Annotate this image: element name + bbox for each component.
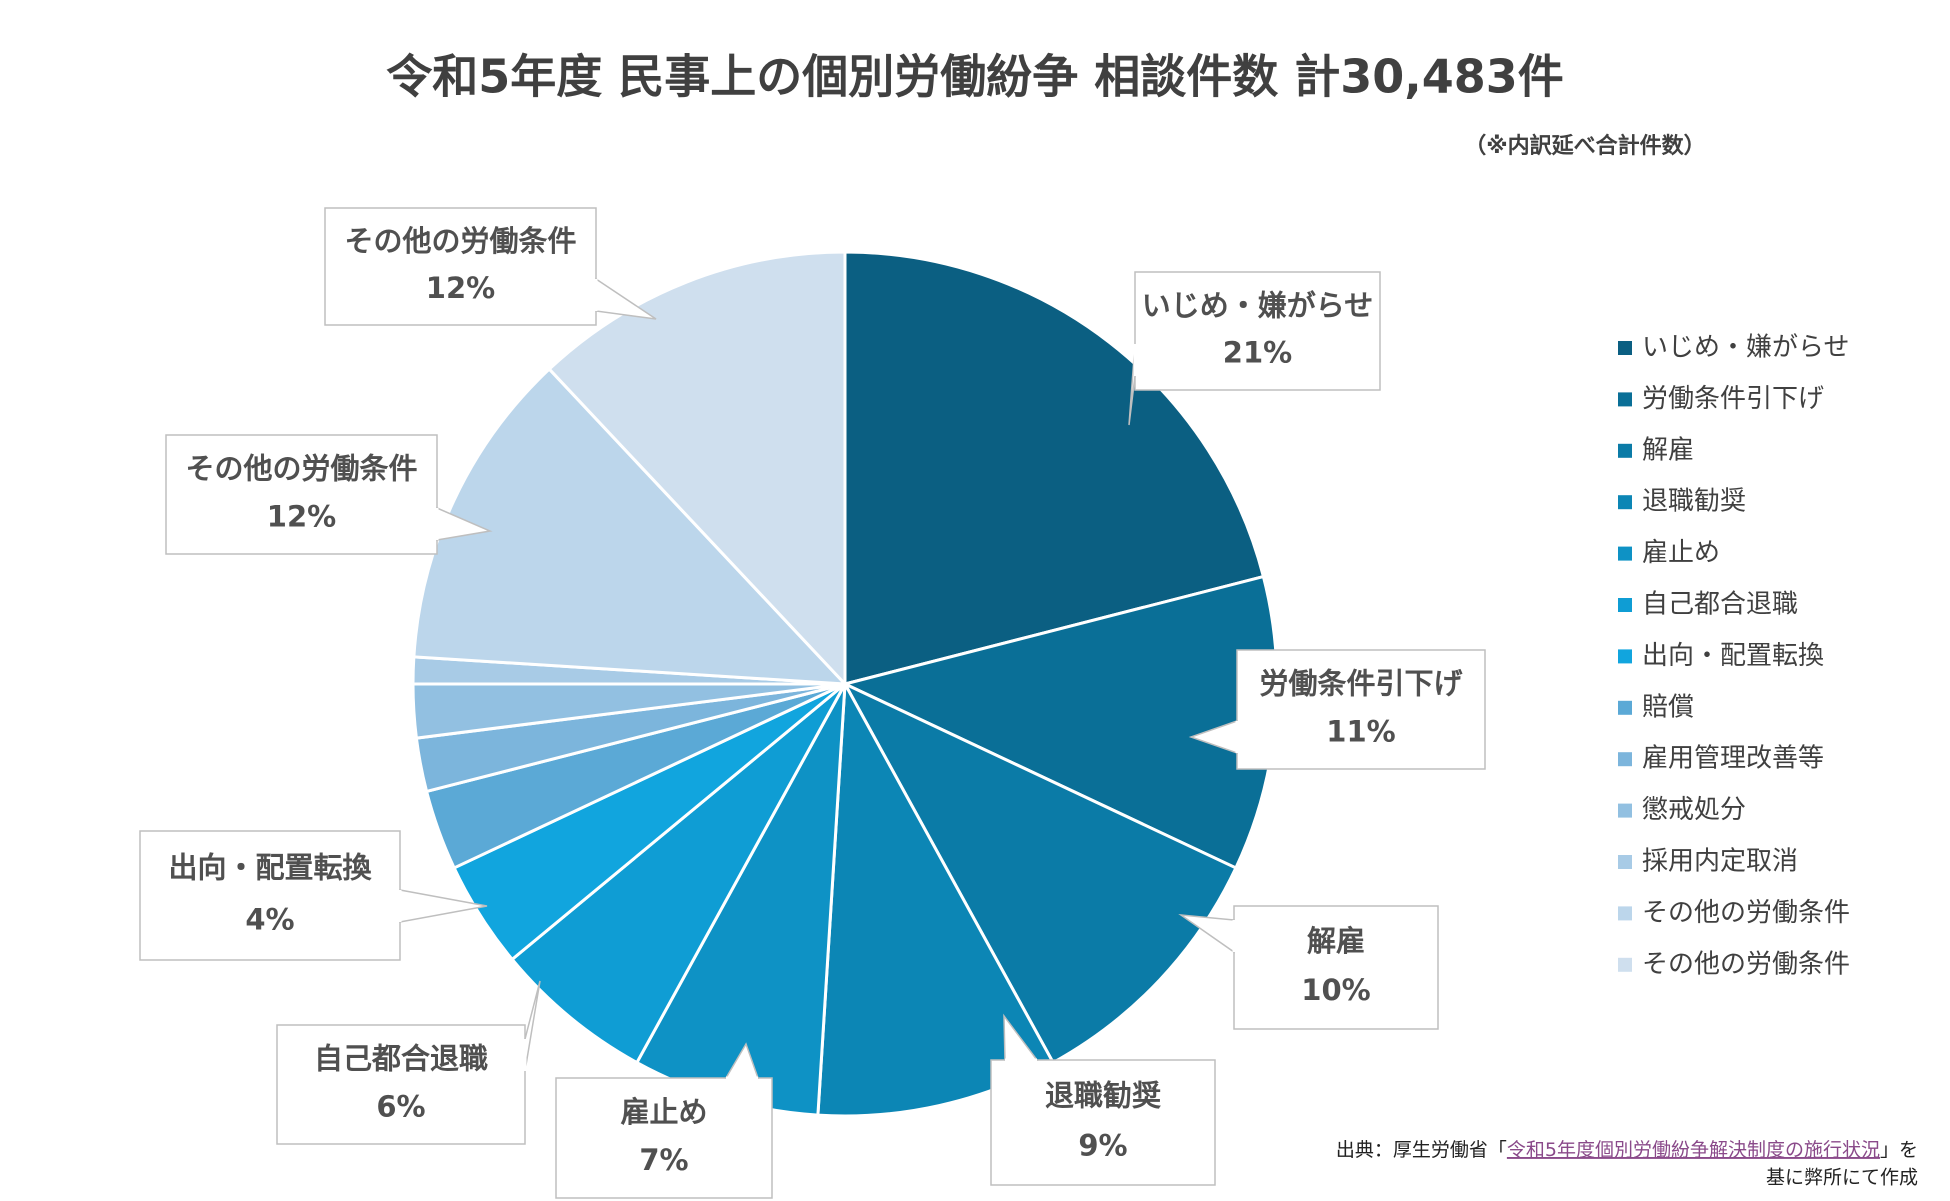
legend-label: 出向・配置転換 — [1642, 641, 1824, 671]
pie-slice — [510, 682, 847, 1065]
callouts: いじめ・嫌がらせ 21% 労働条件引下げ 11% 解雇 10% 退職勧奨 9% 雇止め 7% 自己都… — [139, 207, 1486, 1199]
callout-box — [139, 830, 401, 961]
callout-value: 12% — [267, 499, 336, 533]
legend-swatch — [1618, 906, 1632, 921]
legend-swatch — [1618, 546, 1632, 561]
legend-label: 懲戒処分 — [1642, 795, 1746, 825]
callout-box — [555, 1077, 773, 1199]
callout-category: 出向・配置転換 — [168, 851, 372, 885]
legend-label: 雇止め — [1642, 538, 1720, 568]
callout-category: 解雇 — [1307, 924, 1365, 958]
callout-category: 雇止め — [620, 1095, 707, 1129]
callout-value: 4% — [245, 902, 294, 936]
callout-pointer — [524, 980, 541, 1072]
callout-value: 10% — [1301, 973, 1370, 1007]
callout-box — [324, 207, 597, 326]
source-link[interactable]: 令和5年度個別労働紛争解決制度の施行状況 — [1507, 1139, 1880, 1161]
legend-swatch — [1618, 495, 1632, 510]
callout-value: 21% — [1223, 336, 1292, 370]
source-line2: 基に弊所にて作成 — [1766, 1167, 1918, 1189]
callout-value: 6% — [376, 1089, 425, 1123]
source-prefix: 出典：厚生労働省「 — [1336, 1139, 1507, 1161]
callout-category: その他の労働条件 — [185, 452, 417, 486]
callout-box — [990, 1059, 1216, 1186]
callout-box — [165, 434, 438, 555]
pie-slice — [547, 250, 847, 688]
legend-swatch — [1618, 957, 1632, 972]
pie-slice — [843, 250, 1266, 686]
callout-category: 自己都合退職 — [314, 1042, 488, 1076]
legend-label: 退職勧奨 — [1642, 487, 1746, 517]
legend-swatch — [1618, 803, 1632, 818]
legend-label: 労働条件引下げ — [1642, 384, 1824, 414]
callout-value: 12% — [426, 271, 495, 305]
callout-box — [1134, 271, 1381, 391]
legend-label: 解雇 — [1642, 435, 1694, 465]
legend-label: その他の労働条件 — [1642, 949, 1850, 979]
callout-value: 7% — [639, 1143, 688, 1177]
legend-label: その他の労働条件 — [1642, 898, 1850, 928]
legend-swatch — [1618, 649, 1632, 664]
legend-swatch — [1618, 855, 1632, 869]
legend-swatch — [1618, 752, 1632, 767]
source-line: 出典：厚生労働省「令和5年度個別労働紛争解決制度の施行状況」を — [1336, 1139, 1918, 1161]
callout-box — [276, 1024, 526, 1145]
callout-category: その他の労働条件 — [344, 224, 576, 258]
legend-label: 雇用管理改善等 — [1642, 744, 1824, 774]
callout-value: 9% — [1078, 1129, 1127, 1163]
source-suffix: 」を — [1880, 1139, 1918, 1161]
legend-swatch — [1618, 700, 1632, 715]
callout-category: 退職勧奨 — [1045, 1079, 1161, 1113]
legend: いじめ・嫌がらせ労働条件引下げ解雇退職勧奨雇止め自己都合退職出向・配置転換賠償雇… — [1618, 333, 1850, 979]
legend-swatch — [1618, 598, 1632, 612]
callout-value: 11% — [1326, 714, 1395, 748]
legend-swatch — [1618, 392, 1632, 407]
legend-swatch — [1618, 443, 1632, 458]
callout-category: 労働条件引下げ — [1259, 667, 1463, 701]
callout-category: いじめ・嫌がらせ — [1142, 288, 1373, 322]
chart-title: 令和5年度 民事上の個別労働紛争 相談件数 計30,483件 — [386, 50, 1564, 104]
chart-subtitle: （※内訳延べ合計件数） — [1464, 133, 1705, 159]
callout-box — [1236, 649, 1486, 770]
callout-box — [1233, 905, 1439, 1030]
pie-slice — [412, 366, 849, 686]
legend-label: いじめ・嫌がらせ — [1642, 333, 1849, 363]
pie-slice — [841, 680, 1238, 1065]
legend-swatch — [1618, 341, 1632, 355]
legend-label: 採用内定取消 — [1642, 847, 1798, 877]
legend-label: 自己都合退職 — [1642, 590, 1798, 620]
pie — [411, 250, 1279, 1118]
legend-label: 賠償 — [1642, 692, 1694, 722]
